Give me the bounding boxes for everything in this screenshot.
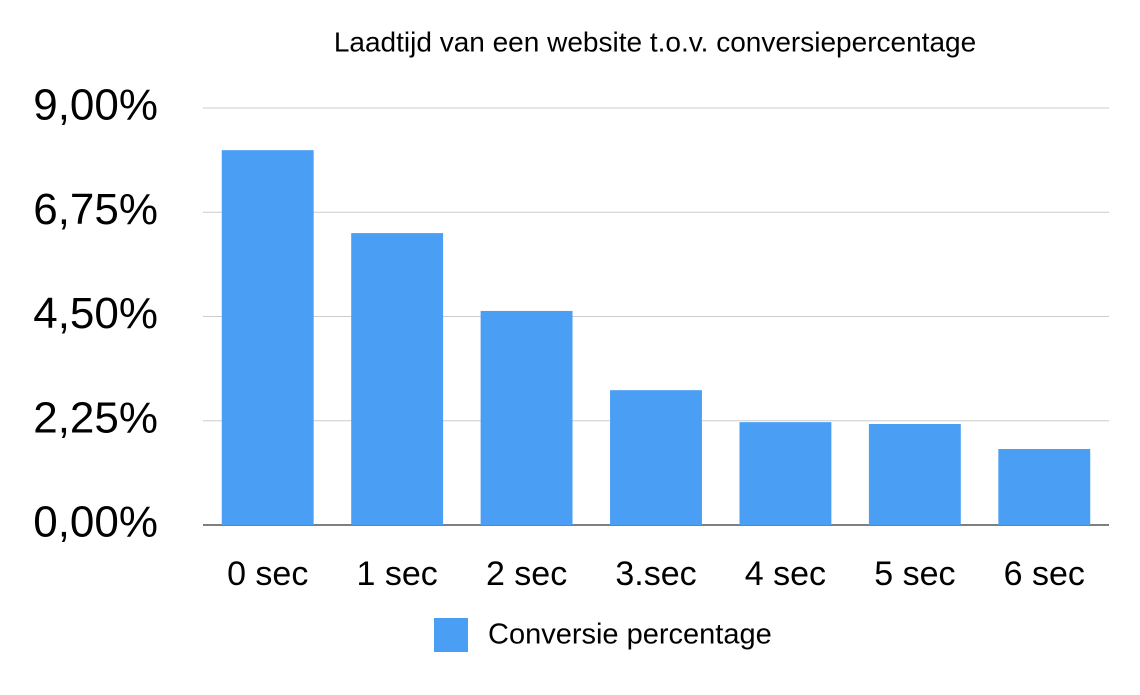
x-tick-label: 3.sec: [615, 555, 696, 593]
legend-swatch: [434, 618, 468, 652]
x-tick-label: 0 sec: [227, 555, 308, 593]
bar: [868, 423, 961, 525]
x-tick-label: 1 sec: [357, 555, 438, 593]
x-tick-label: 2 sec: [486, 555, 567, 593]
legend-label: Conversie percentage: [488, 619, 772, 651]
bar: [480, 310, 573, 525]
x-tick-label: 6 sec: [1004, 555, 1085, 593]
bar: [998, 449, 1091, 525]
bar: [739, 422, 832, 525]
y-tick-label: 9,00%: [33, 81, 158, 130]
y-tick-label: 0,00%: [33, 498, 158, 547]
x-tick-label: 4 sec: [745, 555, 826, 593]
bar: [351, 233, 444, 525]
y-tick-label: 6,75%: [33, 185, 158, 234]
bar: [610, 390, 702, 525]
chart-title: Laadtijd van een website t.o.v. conversi…: [334, 26, 976, 57]
x-tick-label: 5 sec: [874, 555, 955, 593]
y-tick-label: 2,25%: [33, 393, 158, 442]
y-tick-label: 4,50%: [33, 289, 158, 338]
bar: [221, 150, 314, 525]
